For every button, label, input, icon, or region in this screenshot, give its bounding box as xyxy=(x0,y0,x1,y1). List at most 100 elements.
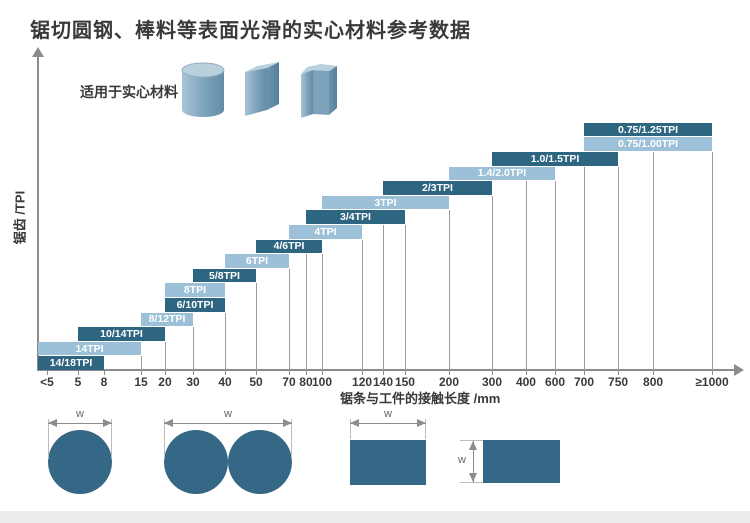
gridline-750 xyxy=(618,166,620,371)
bar-1.4-2.0tpi: 1.4/2.0TPI xyxy=(449,166,556,181)
width-label: w xyxy=(76,408,84,420)
square-bar-icon xyxy=(245,62,279,116)
height-dimension-arrow xyxy=(469,441,477,482)
width-dimension-arrow xyxy=(48,419,112,427)
tick-label-600: 600 xyxy=(545,375,566,389)
tick-label-150: 150 xyxy=(394,375,415,389)
tickmark-800 xyxy=(653,371,655,375)
tick-label-800: 800 xyxy=(643,375,664,389)
gridline-800 xyxy=(653,152,655,371)
extension-line xyxy=(460,482,483,483)
tick-label-140: 140 xyxy=(372,375,394,389)
solid-material-shapes xyxy=(181,62,337,118)
tick-label-5: 5 xyxy=(74,375,82,389)
tickmark-50 xyxy=(256,371,258,375)
round-bar-shape xyxy=(48,430,112,494)
tick-label-15: 15 xyxy=(134,375,148,389)
gridline--1000 xyxy=(711,152,713,371)
extension-line xyxy=(460,440,483,441)
gridline-150 xyxy=(404,225,406,371)
tickmark-20 xyxy=(164,371,166,375)
bar-3-4tpi: 3/4TPI xyxy=(305,210,405,224)
tick-label-700: 700 xyxy=(574,375,595,389)
bar-0.75-1.25tpi: 0.75/1.25TPI xyxy=(584,122,712,137)
gridline-600 xyxy=(555,181,557,371)
y-axis-arrow-icon xyxy=(32,47,44,57)
extension-line xyxy=(111,419,112,459)
gridline-100 xyxy=(322,254,324,371)
tick-label-400: 400 xyxy=(515,375,536,389)
tickmark-15 xyxy=(141,371,143,375)
bar-6-10tpi: 6/10TPI xyxy=(164,298,225,312)
bar-6tpi: 6TPI xyxy=(225,254,289,268)
gridline-200 xyxy=(449,210,451,371)
tickmark-200 xyxy=(449,371,451,375)
y-axis-line xyxy=(37,56,39,371)
bar-4tpi: 4TPI xyxy=(288,225,363,239)
gridline-20 xyxy=(164,341,166,371)
gridline-40 xyxy=(225,312,226,371)
tickmark-80 xyxy=(305,371,307,375)
gridline-700 xyxy=(584,166,586,371)
tickmark-8 xyxy=(104,371,105,375)
x-axis-arrow-icon xyxy=(734,364,744,376)
tickmark-600 xyxy=(555,371,557,375)
bar-8-12tpi: 8/12TPI xyxy=(141,312,193,327)
bar-10-14tpi: 10/14TPI xyxy=(78,327,165,341)
tick-label-40: 40 xyxy=(218,375,232,389)
bar-0.75-1.00tpi: 0.75/1.00TPI xyxy=(584,137,712,151)
tick-label-20: 20 xyxy=(158,375,172,389)
tick-label-50: 50 xyxy=(249,375,263,389)
width-label: w xyxy=(224,408,232,420)
page-title: 锯切圆钢、棒料等表面光滑的实心材料参考数据 xyxy=(30,20,471,42)
gridline-300 xyxy=(492,195,494,371)
x-axis-title: 锯条与工件的接触长度 /mm xyxy=(340,391,501,406)
tick-label-70: 70 xyxy=(282,375,296,389)
tickmark--5 xyxy=(46,371,48,375)
cylinder-icon xyxy=(181,62,225,117)
bar-1.0-1.5tpi: 1.0/1.5TPI xyxy=(492,152,619,166)
tick-label--1000: ≥1000 xyxy=(695,375,729,389)
gridline-15 xyxy=(141,356,143,371)
x-axis-line xyxy=(37,369,737,371)
gridline-120 xyxy=(362,239,364,371)
bar-14-18tpi: 14/18TPI xyxy=(38,356,104,370)
width-label: w xyxy=(384,408,392,420)
bar-4-6tpi: 4/6TPI xyxy=(256,239,323,254)
tick-label-120: 120 xyxy=(352,375,373,389)
tickmark-150 xyxy=(404,371,406,375)
extension-line xyxy=(48,419,49,459)
flat-bar-shape xyxy=(483,440,560,483)
tickmark-120 xyxy=(362,371,364,375)
tickmark-40 xyxy=(225,371,226,375)
extension-line xyxy=(291,419,292,459)
tick-label-30: 30 xyxy=(186,375,200,389)
round-bar-shape xyxy=(228,430,292,494)
gridline-140 xyxy=(383,225,384,371)
tick-label-750: 750 xyxy=(608,375,629,389)
height-label: w xyxy=(458,454,466,466)
tickmark-30 xyxy=(193,371,194,375)
gridline-50 xyxy=(256,283,258,371)
extension-line xyxy=(164,419,165,459)
gridline-80 xyxy=(305,254,307,371)
tick-label-300: 300 xyxy=(482,375,503,389)
tick-label--5: <5 xyxy=(40,375,54,389)
hexagonal-bar-icon xyxy=(301,64,337,118)
width-dimension-arrow xyxy=(164,419,292,427)
legend-label: 适用于实心材料 xyxy=(80,84,178,100)
tickmark-750 xyxy=(618,371,620,375)
tickmark-5 xyxy=(78,371,79,375)
width-dimension-arrow xyxy=(350,419,426,427)
gridline-30 xyxy=(193,327,194,371)
tickmark-140 xyxy=(383,371,384,375)
tick-label-200: 200 xyxy=(439,375,460,389)
tick-label-8: 8 xyxy=(100,375,108,389)
bar-2-3tpi: 2/3TPI xyxy=(383,181,492,195)
bottom-edge-strip xyxy=(0,511,750,523)
gridline-400 xyxy=(525,181,527,371)
bar-8tpi: 8TPI xyxy=(164,283,225,297)
bar-14tpi: 14TPI xyxy=(38,341,142,356)
